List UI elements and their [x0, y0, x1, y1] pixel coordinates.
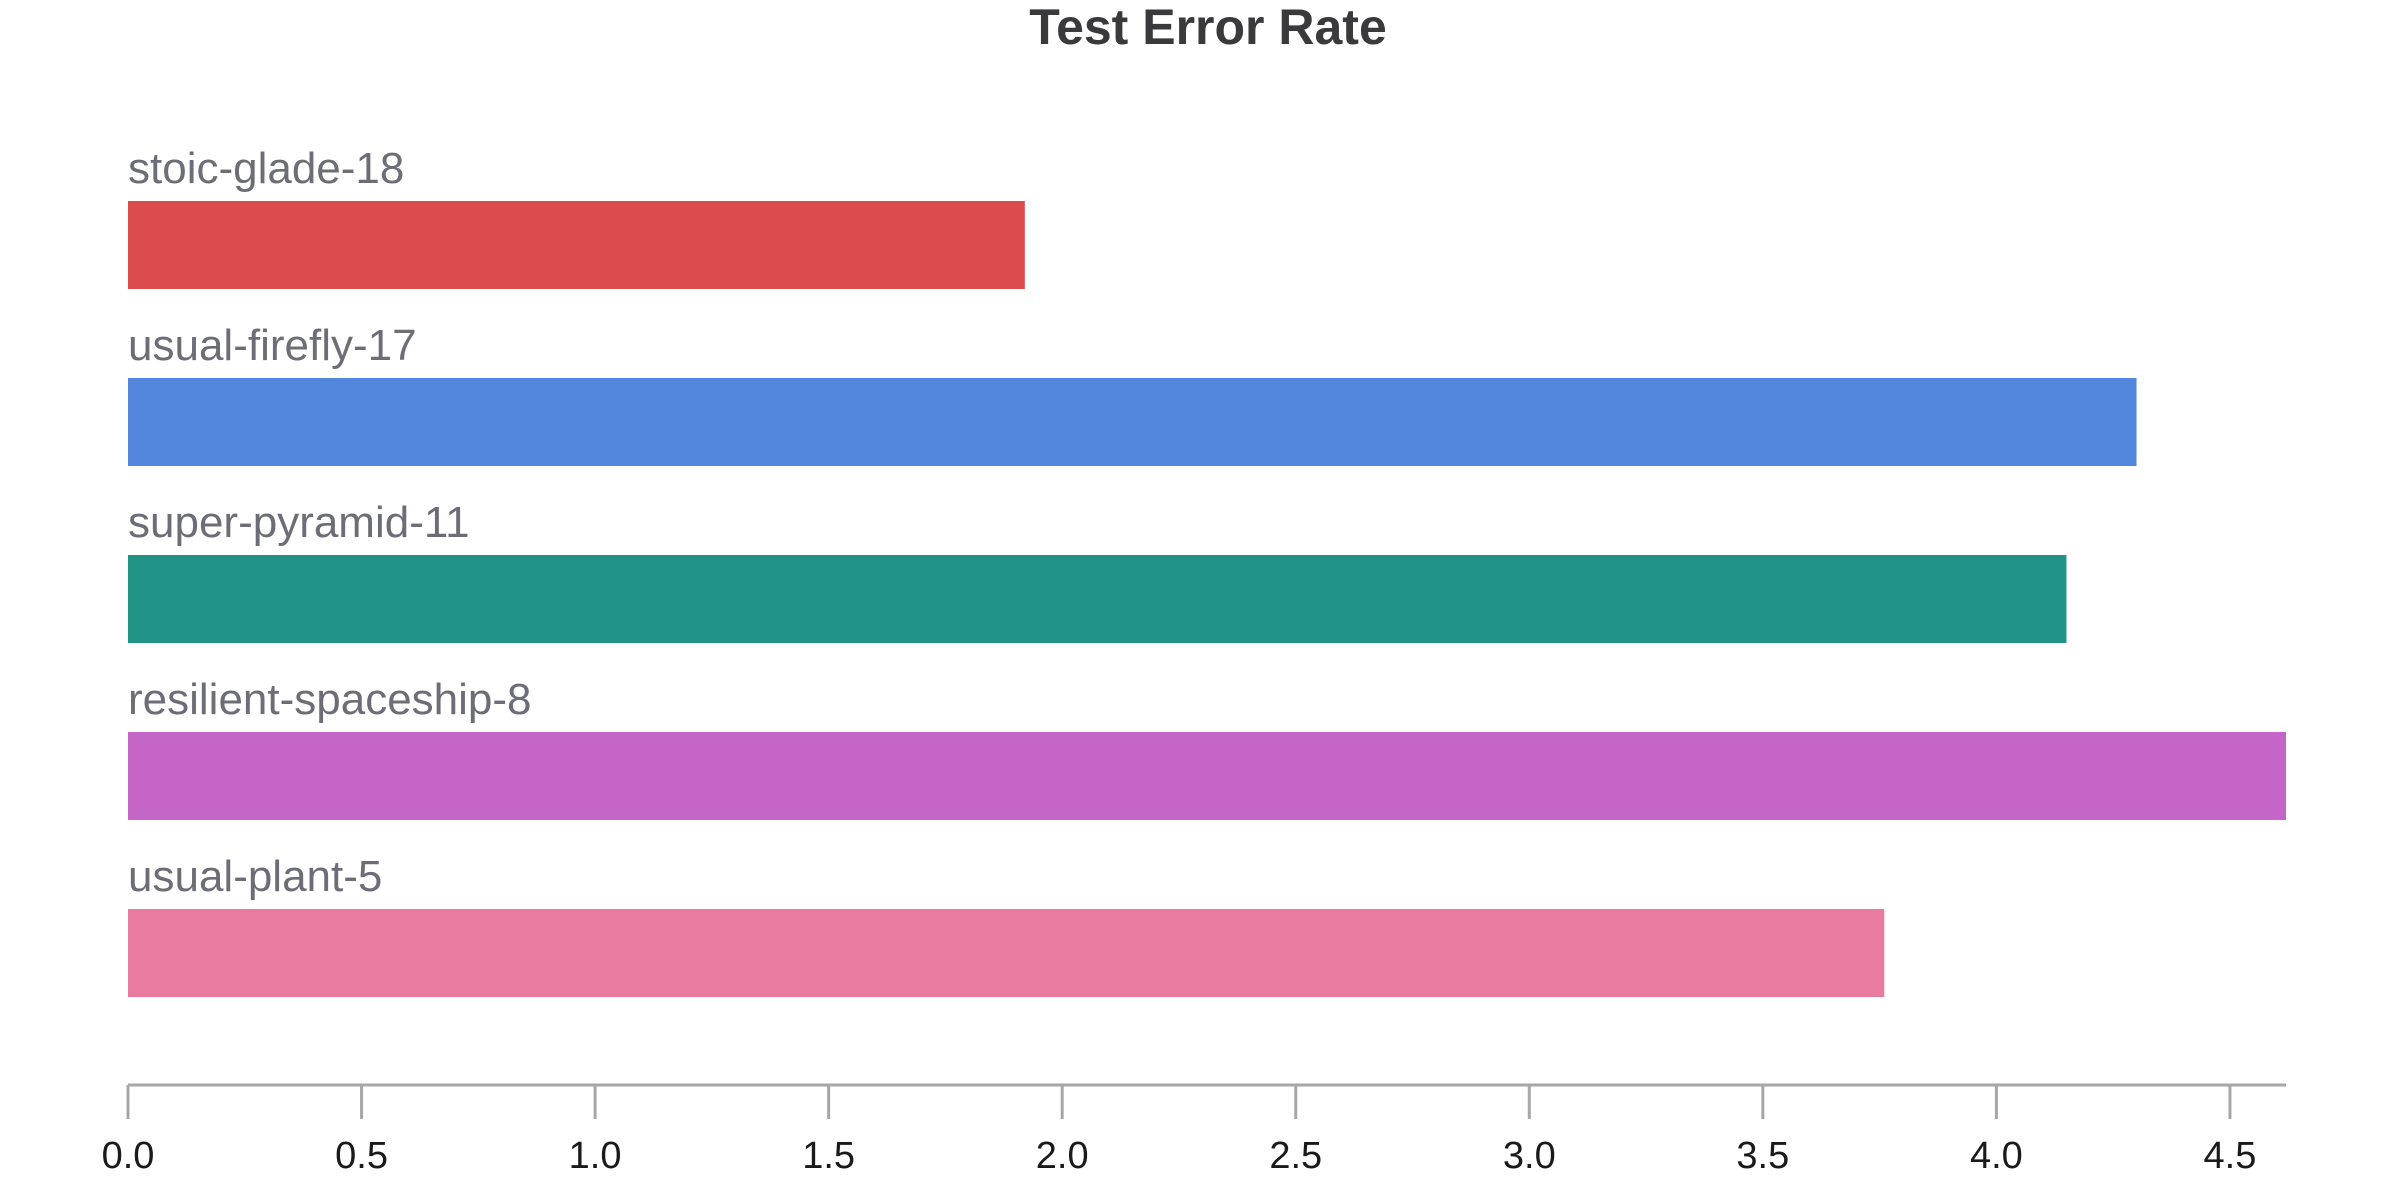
x-tick-label-0-0: 0.0 [102, 1135, 155, 1177]
bar-label-usual-plant-5: usual-plant-5 [128, 852, 382, 901]
x-tick-label-1-5: 1.5 [802, 1135, 855, 1177]
x-tick-label-2-5: 2.5 [1269, 1135, 1322, 1177]
bar-usual-plant-5[interactable] [128, 909, 1884, 997]
x-tick-label-4-0: 4.0 [1970, 1135, 2023, 1177]
x-tick-label-3-0: 3.0 [1503, 1135, 1556, 1177]
x-tick-label-0-5: 0.5 [335, 1135, 388, 1177]
x-tick-label-3-5: 3.5 [1736, 1135, 1789, 1177]
bar-usual-firefly-17[interactable] [128, 378, 2137, 466]
bar-label-resilient-spaceship-8: resilient-spaceship-8 [128, 675, 532, 724]
bar-label-super-pyramid-11: super-pyramid-11 [128, 498, 470, 547]
x-tick-label-1-0: 1.0 [569, 1135, 622, 1177]
x-tick-label-2-0: 2.0 [1036, 1135, 1089, 1177]
chart-title: Test Error Rate [1029, 0, 1387, 55]
x-axis: 0.0 0.5 1.0 1.5 2.0 2.5 3.0 3.5 4.0 4.5 [102, 1085, 2286, 1177]
x-tick-label-4-5: 4.5 [2204, 1135, 2257, 1177]
bar-label-stoic-glade-18: stoic-glade-18 [128, 144, 404, 193]
bar-stoic-glade-18[interactable] [128, 201, 1025, 289]
bar-resilient-spaceship-8[interactable] [128, 732, 2286, 820]
bars-group: stoic-glade-18 usual-firefly-17 super-pyra… [128, 144, 2286, 997]
bar-label-usual-firefly-17: usual-firefly-17 [128, 321, 417, 370]
bar-super-pyramid-11[interactable] [128, 555, 2066, 643]
